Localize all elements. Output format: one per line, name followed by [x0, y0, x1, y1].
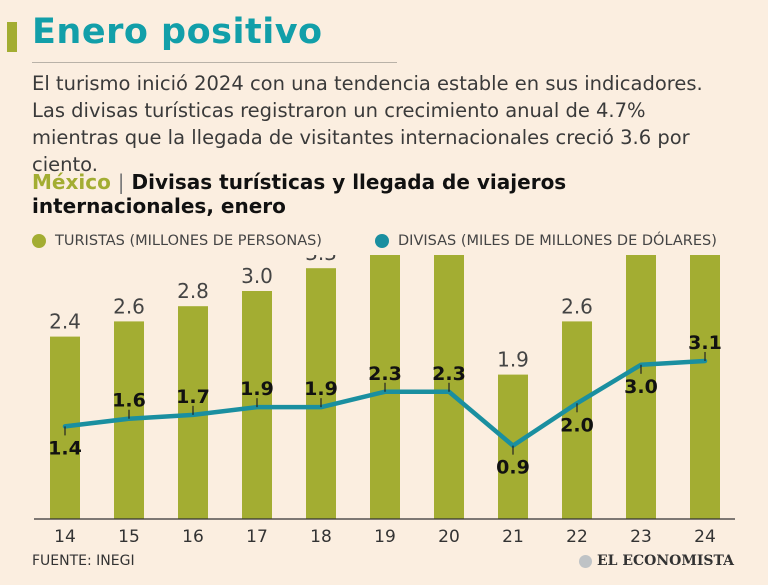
bar-value-label: 2.8 — [177, 279, 209, 303]
bar — [690, 255, 720, 519]
bar-value-label: 2.6 — [561, 294, 593, 318]
line-value-label: 1.6 — [112, 390, 146, 412]
bar-value-label: 3.0 — [241, 264, 273, 288]
legend-label-turistas: TURISTAS (MILLONES DE PERSONAS) — [55, 233, 322, 249]
bar-value-label: 2.4 — [49, 310, 81, 334]
bar — [626, 255, 656, 519]
x-tick-label: 24 — [694, 527, 716, 547]
source-note: FUENTE: INEGI — [32, 553, 135, 569]
x-tick-label: 16 — [182, 527, 204, 547]
x-tick-label: 17 — [246, 527, 268, 547]
chart-legend: TURISTAS (MILLONES DE PERSONAS) DIVISAS … — [32, 233, 752, 253]
line-value-label: 1.7 — [176, 386, 210, 408]
legend-dot-icon — [375, 234, 389, 248]
brand-logo: EL ECONOMISTA — [578, 553, 734, 569]
x-tick-label: 20 — [438, 527, 460, 547]
legend-label-divisas: DIVISAS (MILES DE MILLONES DE DÓLARES) — [398, 233, 717, 249]
x-tick-label: 18 — [310, 527, 332, 547]
subtitle-separator: | — [117, 170, 125, 194]
legend-item-divisas: DIVISAS (MILES DE MILLONES DE DÓLARES) — [375, 233, 717, 249]
chart-subtitle: México | Divisas turísticas y llegada de… — [32, 170, 742, 218]
line-value-label: 3.0 — [624, 376, 658, 398]
bar-value-label: 1.9 — [497, 348, 529, 372]
bar — [306, 268, 336, 519]
brand-name: EL ECONOMISTA — [596, 553, 734, 569]
combo-chart: 2.42.62.83.03.33.53.81.92.63.53.61415161… — [34, 255, 735, 547]
x-tick-label: 22 — [566, 527, 588, 547]
line-value-label: 1.9 — [304, 378, 338, 400]
line-value-label: 2.3 — [368, 363, 402, 385]
subtitle-text: Divisas turísticas y llegada de viajeros… — [32, 170, 567, 218]
x-tick-label: 21 — [502, 527, 524, 547]
bar — [562, 321, 592, 519]
x-tick-label: 14 — [54, 527, 76, 547]
x-tick-label: 23 — [630, 527, 652, 547]
line-value-label: 2.3 — [432, 363, 466, 385]
line-value-label: 1.4 — [48, 437, 82, 459]
bar-value-label: 2.6 — [113, 294, 145, 318]
line-value-label: 2.0 — [560, 414, 594, 436]
bar-value-label: 3.3 — [305, 255, 337, 265]
line-value-label: 1.9 — [240, 378, 274, 400]
intro-text: El turismo inició 2024 con una tendencia… — [32, 72, 703, 176]
legend-dot-icon — [32, 234, 46, 248]
subtitle-country: México — [32, 170, 111, 194]
brand-icon — [578, 554, 592, 568]
line-value-label: 0.9 — [496, 457, 530, 479]
line-value-label: 3.1 — [688, 332, 722, 354]
page-title: Enero positivo — [32, 12, 323, 52]
title-divider — [32, 62, 397, 63]
title-accent-bar — [7, 22, 17, 52]
legend-item-turistas: TURISTAS (MILLONES DE PERSONAS) — [32, 233, 322, 249]
x-tick-label: 19 — [374, 527, 396, 547]
x-tick-label: 15 — [118, 527, 140, 547]
